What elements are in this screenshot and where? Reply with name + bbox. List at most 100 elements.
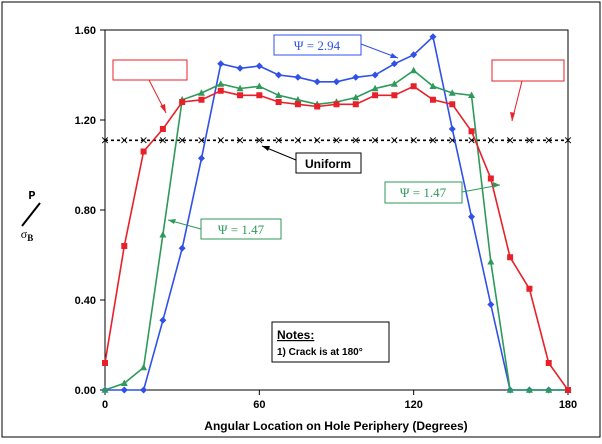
data-point <box>101 386 109 393</box>
data-point <box>294 101 301 108</box>
data-point <box>410 137 417 144</box>
psi-147-right-label: Ψ = 1.47 <box>400 185 447 200</box>
data-point <box>371 84 379 92</box>
data-point <box>525 386 533 393</box>
data-point <box>197 89 205 96</box>
data-point <box>526 285 533 292</box>
data-point <box>217 80 225 87</box>
red-callout-box-right <box>491 59 565 82</box>
data-point <box>429 33 437 41</box>
data-point <box>237 92 244 99</box>
data-point <box>140 363 148 371</box>
data-point <box>313 78 321 86</box>
x-axis-label: Angular Location on Hole Periphery (Degr… <box>204 419 467 433</box>
data-point <box>507 254 514 261</box>
data-point <box>449 101 456 108</box>
x-tick-label: 60 <box>253 399 265 411</box>
psi-147-right-arrow <box>493 182 500 188</box>
data-point <box>372 92 379 99</box>
y-label-fraction-bar <box>21 202 41 227</box>
series-layer <box>101 33 572 394</box>
data-point <box>198 96 205 103</box>
psi-294-label: Ψ = 2.94 <box>294 38 341 53</box>
psi-147-left-label: Ψ = 1.47 <box>218 222 265 237</box>
data-point <box>506 137 514 144</box>
data-point <box>256 137 263 144</box>
y-tick-label: 0.00 <box>75 385 96 397</box>
data-point <box>468 91 476 99</box>
data-point <box>178 244 186 252</box>
psi-294-box <box>273 34 362 56</box>
y-label-sigma: σ <box>21 227 28 241</box>
data-point <box>159 316 167 324</box>
y-tick-label: 1.60 <box>75 25 96 37</box>
data-point <box>371 71 379 79</box>
data-point <box>506 386 514 393</box>
data-point <box>448 125 456 133</box>
data-point <box>487 301 495 308</box>
data-point <box>275 91 283 99</box>
data-point <box>352 93 360 101</box>
y-label-numerator: P <box>28 189 35 203</box>
data-point <box>159 126 166 132</box>
data-point <box>197 154 205 162</box>
data-point <box>391 137 398 144</box>
data-point <box>101 137 109 144</box>
data-point <box>429 96 436 103</box>
data-point <box>275 99 282 105</box>
data-point <box>140 137 147 144</box>
data-point <box>468 128 475 135</box>
red-callout-box-left <box>112 59 188 81</box>
data-point <box>429 82 437 90</box>
data-point <box>294 73 302 81</box>
data-point <box>121 137 128 144</box>
data-point <box>236 64 244 72</box>
series-x <box>101 137 572 144</box>
data-point <box>410 51 418 59</box>
data-point <box>487 257 495 265</box>
data-point <box>314 137 321 144</box>
data-point <box>468 213 476 221</box>
data-point <box>429 137 437 144</box>
data-point <box>545 137 552 144</box>
data-point <box>140 148 147 155</box>
data-point <box>159 230 167 238</box>
notes-title: Notes: <box>277 328 314 342</box>
data-point <box>140 386 148 394</box>
psi-294-arrow <box>390 53 398 58</box>
data-point <box>314 103 321 110</box>
data-point <box>565 387 571 393</box>
data-point <box>120 386 128 394</box>
data-point <box>526 137 533 144</box>
data-point <box>448 89 456 96</box>
data-point <box>390 80 398 87</box>
red-callout-arrow-left <box>160 104 166 113</box>
data-point <box>217 60 225 68</box>
data-point <box>352 137 359 144</box>
uniform-label: Uniform <box>305 157 351 171</box>
x-tick-label: 120 <box>404 399 422 411</box>
data-point <box>545 386 553 393</box>
data-point <box>256 92 263 99</box>
series-square <box>102 83 571 393</box>
data-point <box>120 379 128 387</box>
notes-box <box>271 321 390 363</box>
data-point <box>333 137 340 144</box>
data-point <box>294 137 302 144</box>
data-point <box>545 360 552 366</box>
x-tick-label: 0 <box>102 399 108 411</box>
y-tick-label: 0.40 <box>75 295 96 307</box>
data-point <box>236 137 244 144</box>
data-point <box>255 82 263 90</box>
data-point <box>294 95 302 103</box>
psi-147-left-arrow <box>168 219 176 224</box>
data-point <box>179 99 186 105</box>
data-point <box>371 137 379 144</box>
y-tick-label: 0.80 <box>75 205 96 217</box>
x-tick-label: 180 <box>559 399 577 411</box>
uniform-box <box>295 152 362 174</box>
y-tick-label: 1.20 <box>75 115 96 127</box>
data-point <box>352 73 360 81</box>
